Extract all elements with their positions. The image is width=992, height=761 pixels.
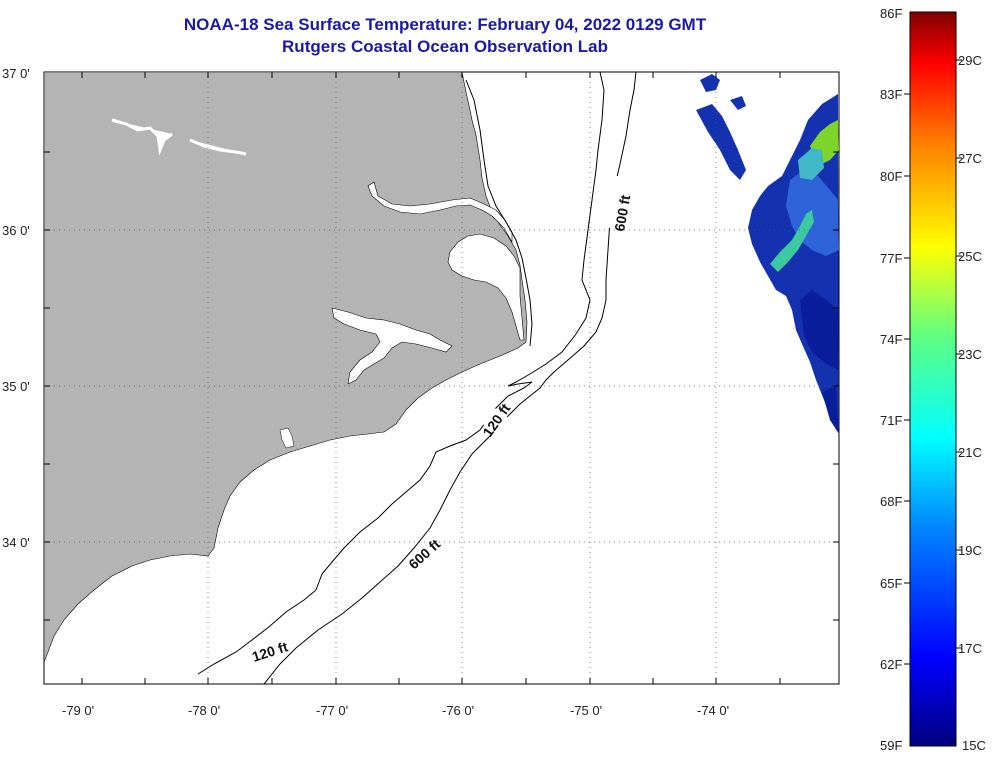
albemarle-sound <box>447 233 525 341</box>
cbar-f-74: 74F <box>880 332 902 347</box>
sst-swath <box>696 74 839 434</box>
contour-label-600-north: 600 ft <box>611 193 633 232</box>
lon-label-75: -75 0' <box>570 703 602 718</box>
lat-label-35: 35 0' <box>2 379 30 394</box>
coastal-inlet <box>279 427 295 449</box>
lon-labels: -79 0' -78 0' -77 0' -76 0' -75 0' -74 0… <box>62 703 729 718</box>
axis-ticks <box>44 72 839 684</box>
cbar-c-15: 15C <box>962 738 986 753</box>
colorbar-ramp <box>909 11 957 747</box>
lat-label-34: 34 0' <box>2 535 30 550</box>
pamlico-sound <box>367 181 513 244</box>
cbar-c-19: 19C <box>958 543 982 558</box>
west-lakes <box>111 118 247 156</box>
temperature-colorbar: 86F 83F 80F 77F 74F 71F 68F 65F 62F 59F … <box>880 6 986 753</box>
lon-label-78: -78 0' <box>188 703 220 718</box>
lon-label-77: -77 0' <box>316 703 348 718</box>
lat-label-36: 36 0' <box>2 223 30 238</box>
lon-label-76: -76 0' <box>442 703 474 718</box>
title-line-2: Rutgers Coastal Ocean Observation Lab <box>282 37 608 56</box>
lon-label-74: -74 0' <box>697 703 729 718</box>
cbar-f-86: 86F <box>880 6 902 21</box>
cbar-c-23: 23C <box>958 347 982 362</box>
cbar-c-21: 21C <box>958 445 982 460</box>
lat-label-37: 37 0' <box>2 66 30 81</box>
cbar-f-77: 77F <box>880 251 902 266</box>
map-title: NOAA-18 Sea Surface Temperature: Februar… <box>0 14 890 58</box>
cbar-f-59: 59F <box>880 738 902 753</box>
lon-label-79: -79 0' <box>62 703 94 718</box>
cbar-c-25: 25C <box>958 249 982 264</box>
cbar-f-65: 65F <box>880 576 902 591</box>
cbar-f-71: 71F <box>880 413 902 428</box>
graticule <box>44 72 839 684</box>
cbar-c-27: 27C <box>958 151 982 166</box>
title-line-1: NOAA-18 Sea Surface Temperature: Februar… <box>183 15 707 34</box>
lat-labels: 37 0' 36 0' 35 0' 34 0' <box>2 66 30 550</box>
cbar-f-62: 62F <box>880 657 902 672</box>
cbar-c-17: 17C <box>958 641 982 656</box>
cbar-c-29: 29C <box>958 53 982 68</box>
neuse-river <box>331 307 453 385</box>
outer-banks <box>465 79 533 347</box>
cbar-f-80: 80F <box>880 169 902 184</box>
cbar-f-83: 83F <box>880 87 902 102</box>
cbar-f-68: 68F <box>880 494 902 509</box>
